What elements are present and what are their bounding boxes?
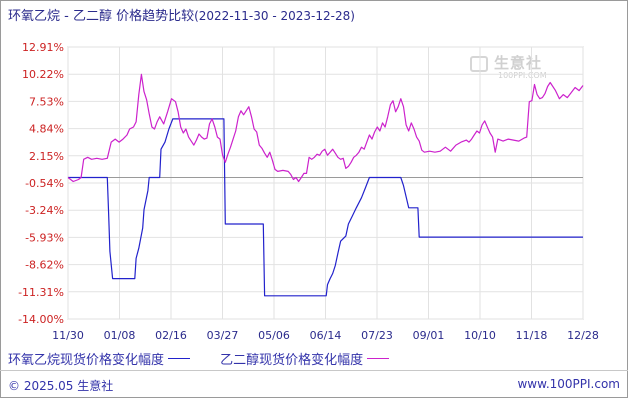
legend-swatch-meg: [367, 358, 390, 359]
footer-site-link[interactable]: www.100PPI.com: [517, 377, 620, 391]
y-tick-label: -3.24%: [25, 204, 64, 217]
y-tick-label: -14.00%: [18, 313, 64, 326]
y-tick-label: -5.93%: [25, 231, 64, 244]
watermark-logo-icon: [470, 55, 488, 72]
watermark: 生意社 100PPI.COM: [470, 52, 547, 80]
y-tick-label: 7.53%: [29, 95, 64, 108]
y-tick-label: 10.22%: [22, 68, 64, 81]
chart-title: 环氧乙烷 - 乙二醇 价格趋势比较(2022-11-30 - 2023-12-2…: [8, 5, 355, 24]
x-tick-label: 11/30: [52, 329, 84, 342]
footer-divider: [0, 370, 628, 371]
x-tick-label: 03/27: [207, 329, 239, 342]
chart-date-range: (2022-11-30 - 2023-12-28): [194, 9, 355, 23]
x-tick-label: 12/28: [567, 329, 599, 342]
watermark-main: 生意社: [494, 54, 543, 72]
line-chart: 12.91% 10.22% 7.53% 4.84% 2.15% -0.54% -3.24% -…: [18, 41, 599, 342]
x-tick-label: 06/14: [310, 329, 342, 342]
y-tick-label: -8.62%: [25, 259, 64, 272]
x-tick-label: 10/10: [464, 329, 496, 342]
x-tick-label: 09/01: [413, 329, 445, 342]
watermark-sub: 100PPI.COM: [498, 71, 547, 80]
x-tick-label: 01/08: [104, 329, 136, 342]
y-tick-label: 12.91%: [22, 41, 64, 54]
y-tick-label: -0.54%: [25, 177, 64, 190]
series-line-meg: [67, 73, 584, 183]
legend-item-eo: 环氧乙烷现货价格变化幅度: [8, 349, 191, 368]
x-tick-label: 11/18: [516, 329, 548, 342]
x-tick-label: 07/23: [361, 329, 393, 342]
x-tick-label: 02/16: [155, 329, 187, 342]
chart-title-text: 环氧乙烷 - 乙二醇 价格趋势比较: [8, 9, 195, 24]
series-line-eo: [68, 118, 583, 297]
y-tick-label: 4.84%: [29, 123, 64, 136]
footer-copyright: © 2025.05 生意社: [8, 379, 114, 393]
x-tick-label: 05/06: [258, 329, 290, 342]
legend-label-eo: 环氧乙烷现货价格变化幅度: [8, 353, 165, 368]
chart-legend: 环氧乙烷现货价格变化幅度 乙二醇现货价格变化幅度: [8, 349, 415, 368]
y-tick-label: -11.31%: [18, 286, 64, 299]
legend-item-meg: 乙二醇现货价格变化幅度: [220, 349, 390, 368]
y-tick-label: 2.15%: [29, 150, 64, 163]
legend-label-meg: 乙二醇现货价格变化幅度: [220, 353, 364, 368]
legend-swatch-eo: [168, 358, 191, 359]
